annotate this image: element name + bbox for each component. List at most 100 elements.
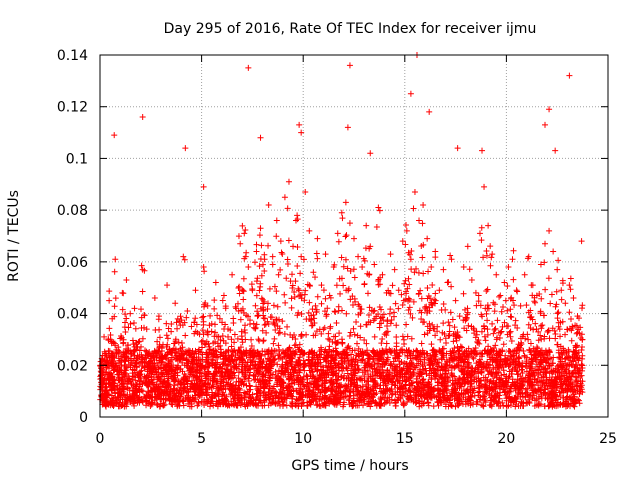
data-point [422, 391, 429, 398]
data-point [361, 257, 368, 264]
data-point [476, 396, 483, 403]
data-point [433, 361, 440, 368]
data-point [297, 366, 304, 373]
data-point [350, 392, 357, 399]
data-point [492, 357, 499, 364]
data-point [353, 318, 360, 325]
data-point [579, 355, 586, 362]
data-point [262, 372, 269, 379]
data-point [222, 369, 229, 376]
data-point [548, 291, 555, 298]
data-point [204, 386, 211, 393]
data-point [575, 349, 582, 356]
data-point [336, 330, 343, 337]
data-point [261, 321, 268, 328]
data-point [579, 302, 586, 309]
data-point [354, 382, 361, 389]
data-point [161, 364, 168, 371]
data-point [564, 374, 571, 381]
data-point [473, 331, 480, 338]
data-point [363, 389, 370, 396]
data-point [288, 304, 295, 311]
data-point [136, 394, 143, 401]
data-point [403, 288, 410, 295]
data-point [154, 338, 161, 345]
data-point [358, 306, 365, 313]
data-point [480, 360, 487, 367]
data-point [118, 374, 125, 381]
data-point [352, 366, 359, 373]
data-point [113, 349, 120, 356]
data-point [286, 345, 293, 352]
data-point [158, 383, 165, 390]
data-point [341, 399, 348, 406]
data-point [425, 390, 432, 397]
data-point [569, 395, 576, 402]
data-point [225, 361, 232, 368]
data-point [296, 369, 303, 376]
data-point [349, 399, 356, 406]
data-point [218, 349, 225, 356]
data-point [403, 321, 410, 328]
data-point [293, 388, 300, 395]
data-point [504, 379, 511, 386]
data-point [288, 295, 295, 302]
data-point [270, 340, 277, 347]
points-layer [97, 52, 586, 410]
data-point [168, 363, 175, 370]
data-point [361, 336, 368, 343]
data-point [499, 377, 506, 384]
data-point [207, 312, 214, 319]
data-point [363, 340, 370, 347]
data-point [547, 400, 554, 407]
data-point [263, 378, 270, 385]
data-point [334, 377, 341, 384]
data-point [298, 331, 305, 338]
data-point [545, 327, 552, 334]
data-point [446, 322, 453, 329]
data-point [136, 388, 143, 395]
data-point [261, 267, 268, 274]
data-point [179, 397, 186, 404]
data-point [463, 327, 470, 334]
data-point [185, 388, 192, 395]
data-point [451, 324, 458, 331]
data-point [578, 331, 585, 338]
data-point [291, 367, 298, 374]
data-point [464, 388, 471, 395]
data-point [340, 364, 347, 371]
data-point [172, 336, 179, 343]
data-point [514, 367, 521, 374]
data-point [550, 368, 557, 375]
data-point [275, 330, 282, 337]
data-point [288, 380, 295, 387]
data-point [247, 369, 254, 376]
data-point [288, 371, 295, 378]
data-point [434, 399, 441, 406]
data-point [376, 303, 383, 310]
data-point [174, 387, 181, 394]
data-point [483, 288, 490, 295]
data-point [129, 337, 136, 344]
data-point [437, 336, 444, 343]
data-point [486, 348, 493, 355]
data-point [363, 350, 370, 357]
data-point [484, 326, 491, 333]
data-point [342, 233, 349, 240]
data-point [417, 287, 424, 294]
data-point [383, 346, 390, 353]
data-point [344, 265, 351, 272]
data-point [149, 379, 156, 386]
data-point [295, 309, 302, 316]
data-point [210, 353, 217, 360]
data-point [246, 317, 253, 324]
data-point [377, 382, 384, 389]
data-point [227, 380, 234, 387]
data-point [499, 399, 506, 406]
data-point [211, 305, 218, 312]
data-point [556, 361, 563, 368]
data-point [312, 363, 319, 370]
data-point [484, 331, 491, 338]
data-point [174, 325, 181, 332]
data-point [148, 394, 155, 401]
